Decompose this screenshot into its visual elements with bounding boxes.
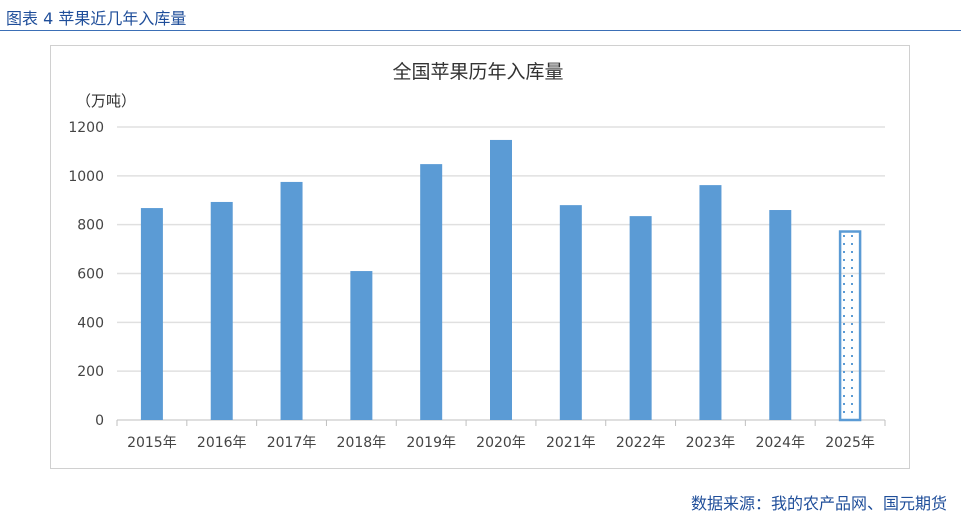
y-axis-label: （万吨） xyxy=(76,92,136,110)
bar-2019年 xyxy=(420,164,443,420)
x-tick-label: 2021年 xyxy=(546,435,596,451)
y-tick-label: 400 xyxy=(77,315,104,331)
source-note: 数据来源：我的农产品网、国元期货 xyxy=(690,494,947,513)
x-tick-label: 2025年 xyxy=(825,435,875,451)
figure-label: 图表 4 苹果近几年入库量 xyxy=(6,9,187,28)
y-tick-label: 600 xyxy=(77,267,104,283)
x-tick-label: 2023年 xyxy=(686,435,736,451)
bar-2018年 xyxy=(350,271,373,420)
y-tick-label: 1200 xyxy=(68,120,104,136)
bar-2024年 xyxy=(769,210,792,420)
bar-2017年 xyxy=(280,181,303,420)
chart-title: 全国苹果历年入库量 xyxy=(392,61,563,83)
chart-frame xyxy=(50,45,910,469)
bar-2022年 xyxy=(629,216,652,420)
y-tick-label: 0 xyxy=(95,413,104,429)
bar-2025年 xyxy=(838,230,862,422)
x-tick-label: 2017年 xyxy=(267,435,317,451)
y-tick-label: 800 xyxy=(77,218,104,234)
x-tick-label: 2019年 xyxy=(406,435,456,451)
x-tick-label: 2022年 xyxy=(616,435,666,451)
bar-2020年 xyxy=(490,139,512,420)
y-tick-label: 200 xyxy=(77,364,104,380)
bar-2016年 xyxy=(210,201,233,420)
bar-2021年 xyxy=(559,205,582,420)
x-tick-label: 2015年 xyxy=(127,435,177,451)
bar-2015年 xyxy=(140,208,163,420)
x-tick-label: 2024年 xyxy=(755,435,805,451)
divider xyxy=(0,30,961,31)
x-tick-label: 2020年 xyxy=(476,435,526,451)
y-tick-label: 1000 xyxy=(68,169,104,185)
bar-2023年 xyxy=(699,185,722,420)
x-tick-label: 2016年 xyxy=(197,435,247,451)
x-tick-label: 2018年 xyxy=(337,435,387,451)
